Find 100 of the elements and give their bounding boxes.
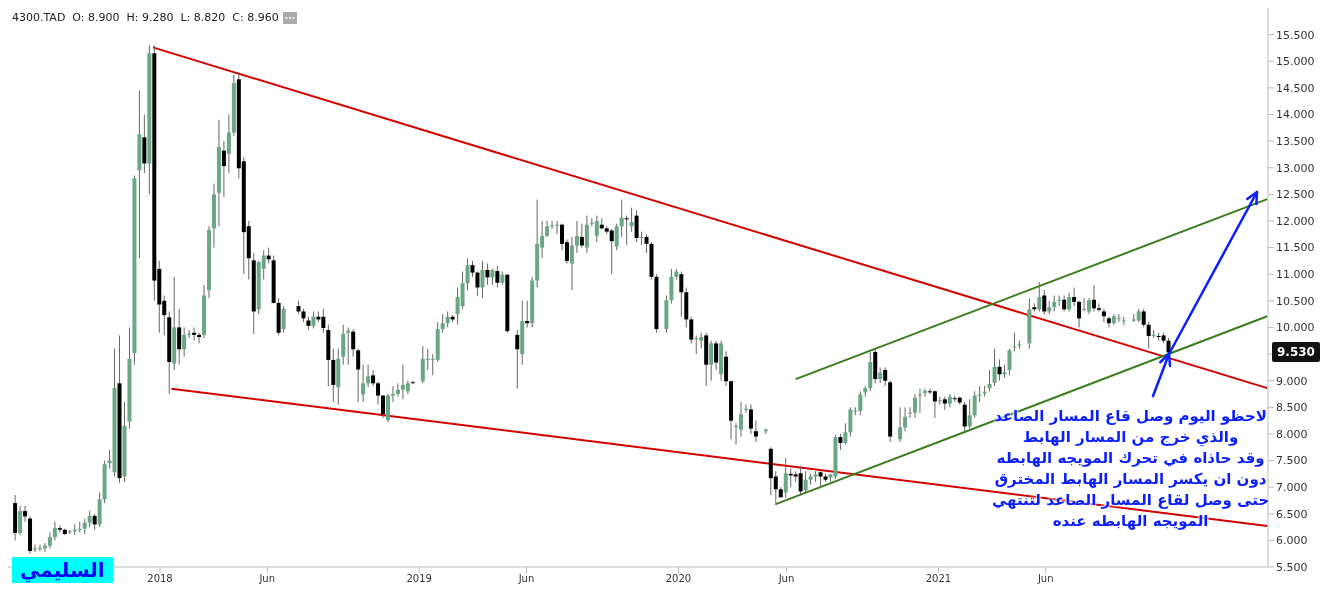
y-tick-label: 12.000 xyxy=(1276,214,1315,228)
candlestick xyxy=(997,358,1002,382)
candlestick xyxy=(1141,308,1146,328)
candlestick xyxy=(967,398,972,430)
y-tick-label: 10.500 xyxy=(1276,294,1315,308)
candlestick xyxy=(848,406,853,438)
candlestick xyxy=(972,390,977,419)
candlestick xyxy=(992,348,997,387)
candlestick xyxy=(18,505,23,536)
y-tick-label: 5.500 xyxy=(1276,560,1308,574)
y-tick-label: 13.000 xyxy=(1276,161,1315,175)
candlestick xyxy=(594,215,599,243)
candlestick xyxy=(634,209,639,243)
candlestick xyxy=(1077,300,1082,328)
candlestick xyxy=(714,340,719,371)
candlestick xyxy=(579,223,584,249)
candlestick xyxy=(371,369,376,387)
candlestick xyxy=(1091,284,1096,312)
candlestick xyxy=(221,140,226,198)
candlestick xyxy=(440,313,445,334)
y-tick-label: 11.000 xyxy=(1276,268,1315,282)
candlestick xyxy=(187,329,192,339)
candlestick xyxy=(465,257,470,291)
candlestick xyxy=(390,385,395,403)
candlestick xyxy=(1096,302,1101,312)
candlestick xyxy=(515,329,520,390)
candlestick xyxy=(351,328,356,358)
candlestick xyxy=(1057,294,1062,307)
candlestick xyxy=(689,316,694,344)
candlestick xyxy=(783,457,788,499)
candlestick xyxy=(361,364,366,403)
annotation: السليمي xyxy=(12,557,113,583)
candlestick xyxy=(37,544,42,552)
candlestick xyxy=(341,324,346,366)
candlestick xyxy=(644,233,649,254)
candlestick xyxy=(932,389,937,419)
y-tick-label: 8.500 xyxy=(1276,401,1308,415)
candlestick xyxy=(694,334,699,355)
y-tick-label: 6.500 xyxy=(1276,507,1308,521)
candlestick xyxy=(798,465,803,496)
candlestick xyxy=(460,271,465,310)
candlestick xyxy=(226,113,231,174)
y-tick-label: 13.500 xyxy=(1276,135,1315,148)
candlestick xyxy=(908,406,913,419)
x-tick-label: Jun xyxy=(777,573,795,585)
candlestick xyxy=(803,470,808,493)
candlestick xyxy=(639,231,644,246)
candlestick xyxy=(395,382,400,398)
candlestick xyxy=(738,401,743,438)
candlestick xyxy=(743,404,748,414)
candlestick xyxy=(52,521,57,541)
x-tick-label: 2018 xyxy=(147,573,173,585)
candlestick xyxy=(609,228,614,275)
candlestick xyxy=(177,308,182,366)
candlestick xyxy=(366,364,371,388)
candlestick xyxy=(584,215,589,254)
candlestick xyxy=(937,396,942,406)
candlestick xyxy=(1012,332,1017,352)
candlestick xyxy=(619,199,624,238)
candlestick xyxy=(1007,348,1012,376)
candlestick xyxy=(753,420,758,443)
candlestick xyxy=(1042,289,1047,315)
candlestick xyxy=(883,366,888,387)
candlestick xyxy=(987,369,992,392)
candlestick xyxy=(962,401,967,432)
candlestick xyxy=(495,265,500,288)
x-tick-label: 2020 xyxy=(665,573,692,585)
y-tick-label: 7.000 xyxy=(1276,481,1308,495)
candlestick xyxy=(679,271,684,318)
x-tick-label: Jun xyxy=(1036,573,1054,585)
candlestick xyxy=(574,220,579,254)
y-tick-label: 8.000 xyxy=(1276,427,1308,441)
candlestick xyxy=(669,268,674,304)
candlestick xyxy=(709,340,714,382)
candlestick xyxy=(917,388,922,414)
candlestick xyxy=(281,305,286,334)
candlestick xyxy=(1146,321,1151,350)
candlestick xyxy=(381,394,386,419)
y-tick-label: 15.000 xyxy=(1276,55,1315,69)
chart-title: 4300.TAD O: 8.900 H: 9.280 L: 8.820 C: 8.960 xyxy=(12,11,279,24)
y-tick-label: 10.000 xyxy=(1276,321,1315,335)
x-tick-label: Jun xyxy=(517,573,535,585)
y-tick-label: 7.500 xyxy=(1276,454,1308,468)
candlestick xyxy=(480,260,485,299)
candlestick xyxy=(1101,308,1106,323)
candlestick xyxy=(475,271,480,296)
y-tick-label: 12.500 xyxy=(1276,188,1315,202)
candlestick xyxy=(843,422,848,446)
x-tick-label: Jun xyxy=(258,573,276,585)
x-tick-label: 2021 xyxy=(925,573,952,585)
candlestick xyxy=(569,236,574,291)
candlestick xyxy=(182,326,187,358)
candlestick xyxy=(550,220,555,230)
y-tick-label: 11.500 xyxy=(1276,241,1315,255)
candlestick xyxy=(485,263,490,286)
y-tick-label: 14.000 xyxy=(1276,108,1315,122)
candlestick xyxy=(624,215,629,246)
candlestick xyxy=(376,381,381,406)
candlestick xyxy=(1037,281,1042,312)
x-tick-label: 2019 xyxy=(406,573,432,585)
